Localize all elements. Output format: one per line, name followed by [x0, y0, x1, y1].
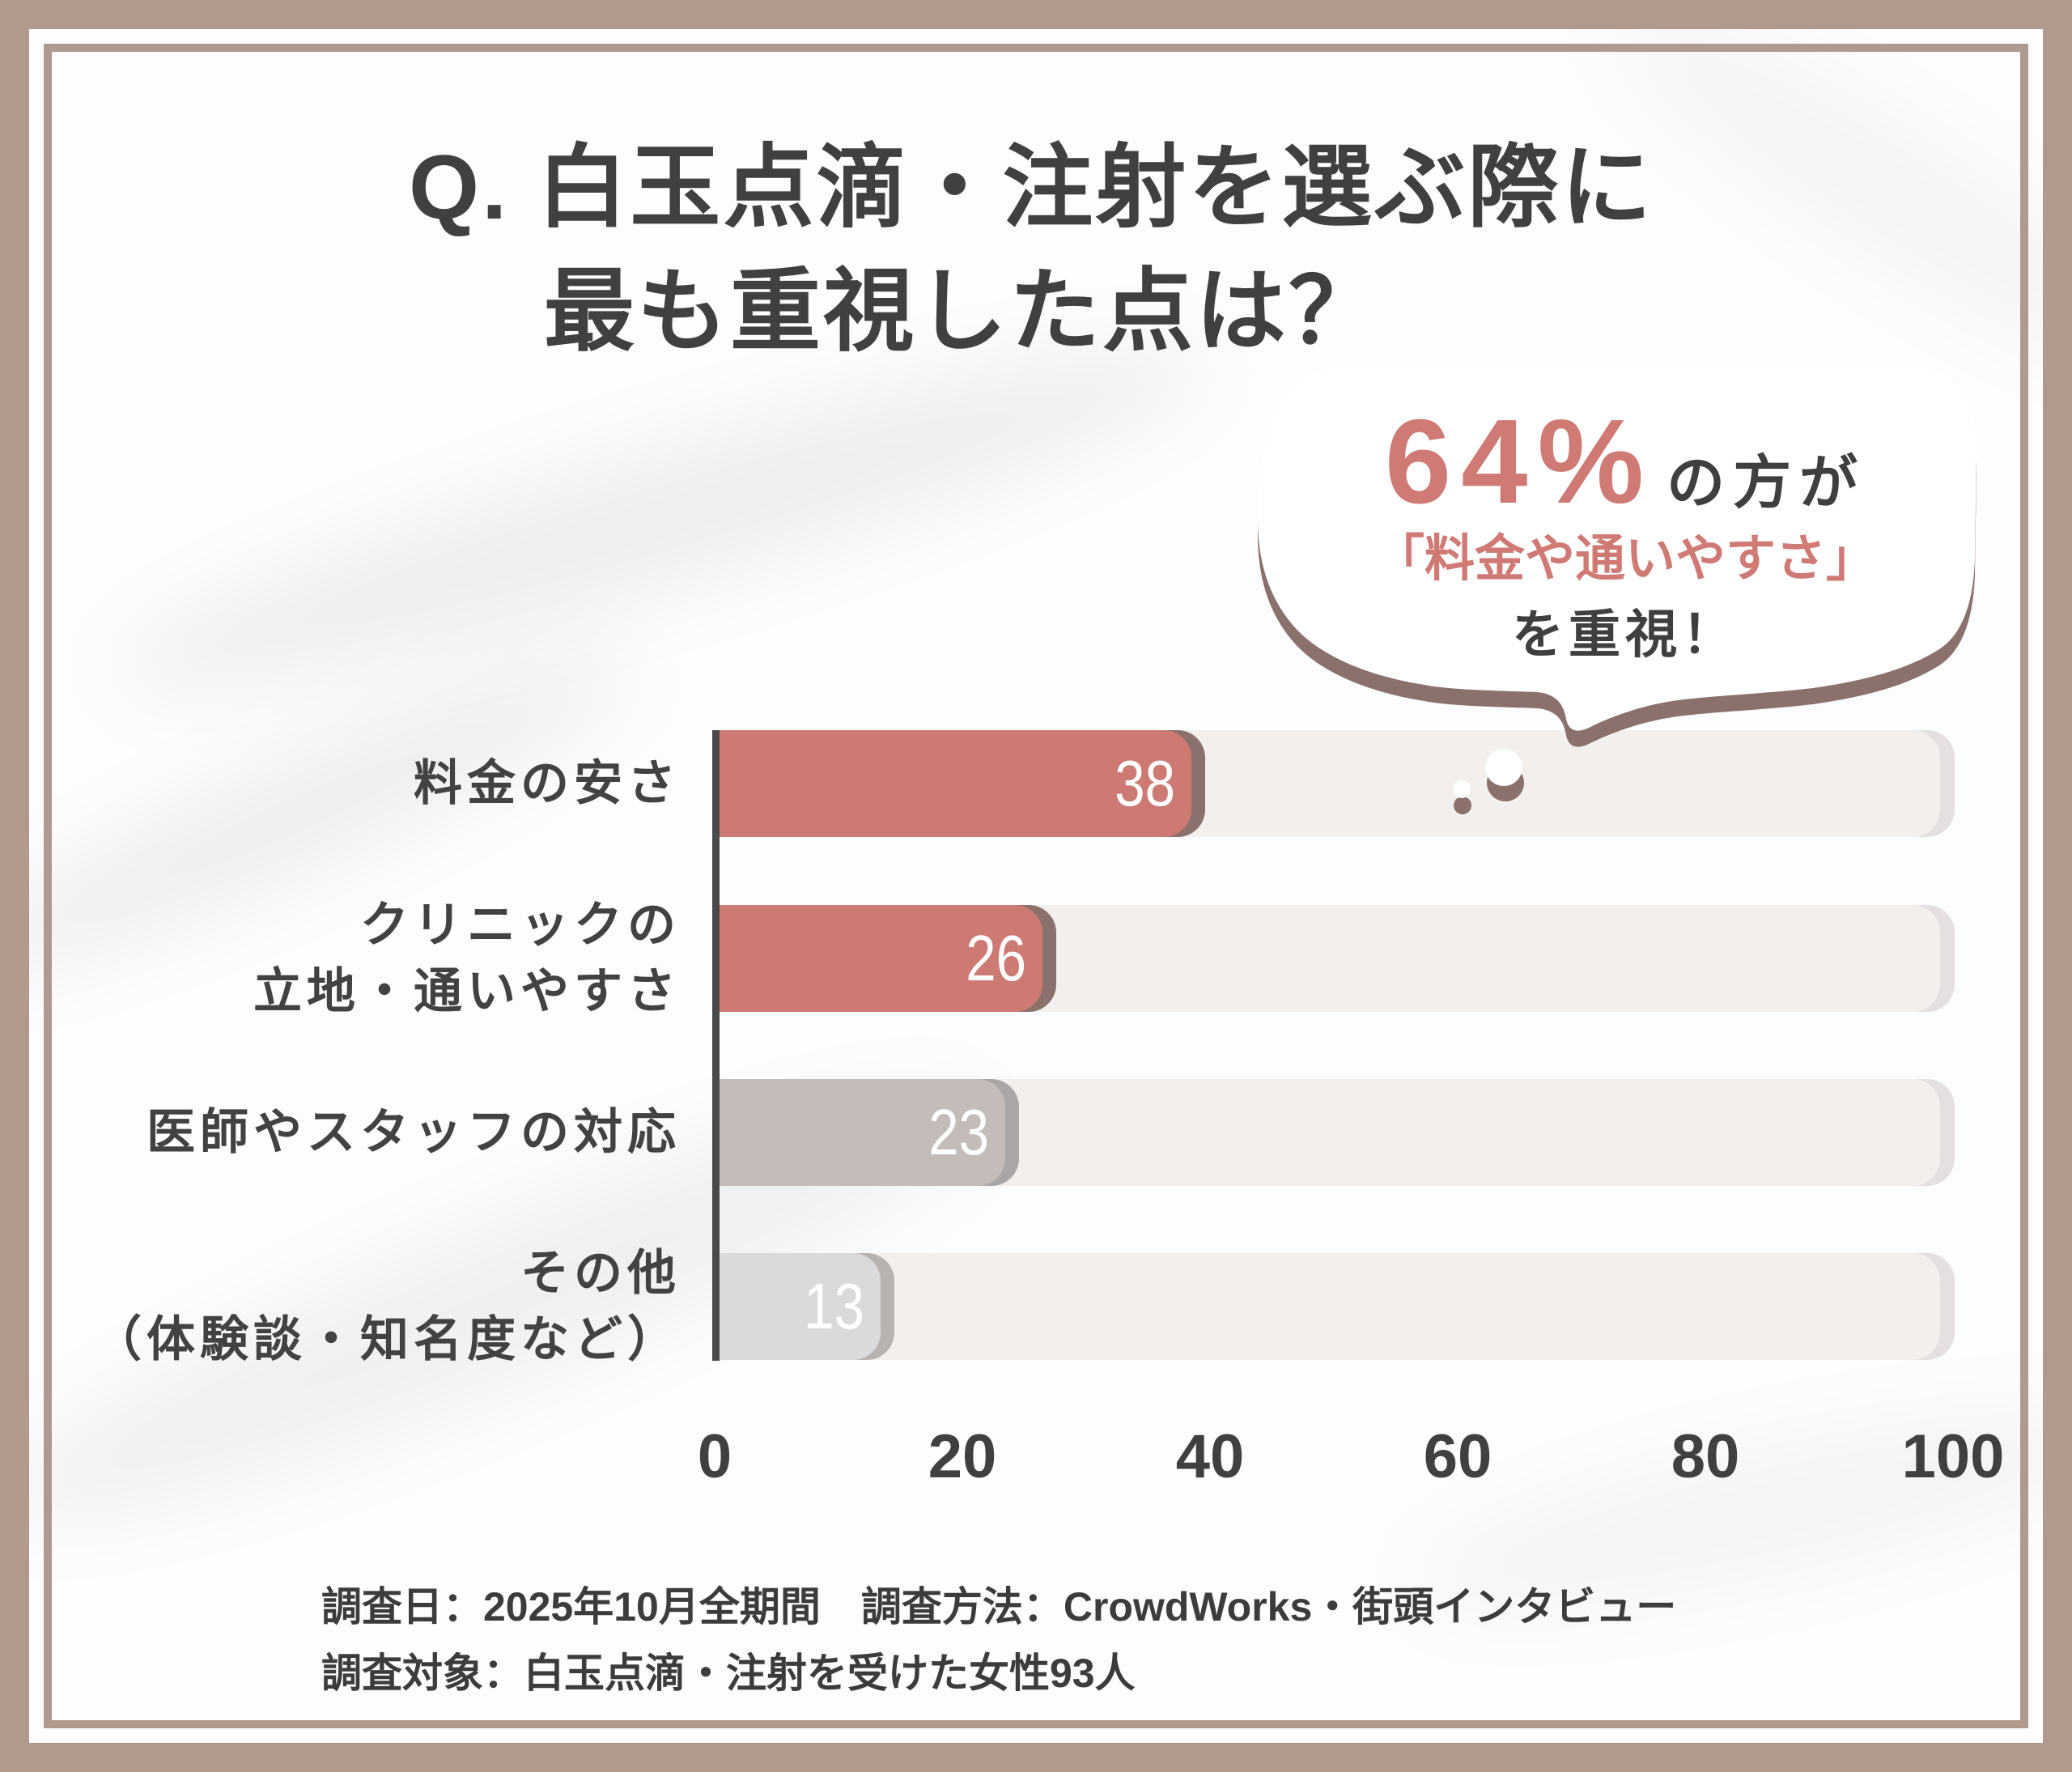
- callout-highlight: 「料金や通いやすさ」: [1374, 531, 1876, 587]
- thought-dot-small: [1453, 780, 1471, 798]
- thought-dots: [1453, 749, 1524, 814]
- y-axis-line: [712, 730, 720, 1361]
- bar: 26: [720, 905, 1042, 1012]
- speech-bubble-body: [1258, 368, 1976, 731]
- infographic-panel: [29, 29, 2043, 1743]
- callout-line-1: 64% の方が: [1253, 402, 1998, 522]
- speech-bubble: [1258, 368, 1976, 747]
- survey-method-note: 調査日：2025年10月全期間 調査方法：CrowdWorks・街頭インタビュー: [321, 1584, 1677, 1630]
- category-label-line: その他: [520, 1246, 681, 1300]
- bar-row-staff: 医師やスタッフの対応 23: [0, 1079, 2072, 1186]
- survey-target-note: 調査対象：白玉点滴・注射を受けた女性93人: [321, 1651, 1136, 1696]
- bar: 23: [720, 1079, 1005, 1186]
- callout-percent: 64%: [1384, 395, 1654, 529]
- bar-value-label: 13: [804, 1270, 865, 1342]
- x-tick-label: 80: [1671, 1422, 1740, 1491]
- category-label-line: 立地・通いやすさ: [253, 964, 681, 1018]
- bar-track: [720, 1253, 1940, 1360]
- category-label-line: クリニックの: [360, 898, 681, 952]
- bar-row-other: その他 （体験談・知名度など） 13: [0, 1246, 2072, 1366]
- callout-ending: を重視！: [1512, 606, 1739, 664]
- category-label: 医師やスタッフの対応: [32, 1063, 681, 1202]
- bar-value-label: 26: [966, 922, 1026, 994]
- chart-title-line-2: 最も重視した点は？: [544, 261, 1382, 362]
- category-label: その他 （体験談・知名度など）: [32, 1237, 681, 1376]
- bar: 13: [720, 1253, 881, 1360]
- survey-footnote: 調査日：2025年10月全期間 調査方法：CrowdWorks・街頭インタビュー…: [321, 1574, 1676, 1706]
- category-label-line: 料金の安さ: [414, 756, 681, 810]
- x-tick-label: 100: [1901, 1422, 2005, 1491]
- category-label-line: 医師やスタッフの対応: [146, 1105, 681, 1159]
- inner-frame-border: [44, 44, 2028, 1728]
- bar-row-price: 料金の安さ 38: [0, 730, 2072, 837]
- x-tick-label: 60: [1423, 1422, 1492, 1491]
- chart-title-line-1: Q. 白玉点滴・注射を選ぶ際に: [409, 137, 1654, 238]
- bar: 38: [720, 730, 1191, 837]
- category-label-line: （体験談・知名度など）: [93, 1312, 681, 1366]
- x-tick-label: 40: [1175, 1422, 1245, 1491]
- bar-row-location: クリニックの 立地・通いやすさ 26: [0, 898, 2072, 1018]
- x-tick-label: 20: [928, 1422, 997, 1491]
- x-tick-label: 0: [697, 1422, 732, 1491]
- thought-dot-large: [1485, 749, 1522, 786]
- category-label: 料金の安さ: [32, 714, 681, 853]
- bar-value-label: 38: [1115, 747, 1175, 819]
- category-label: クリニックの 立地・通いやすさ: [32, 889, 681, 1028]
- callout-suffix: の方が: [1667, 451, 1866, 516]
- bar-value-label: 23: [928, 1096, 989, 1168]
